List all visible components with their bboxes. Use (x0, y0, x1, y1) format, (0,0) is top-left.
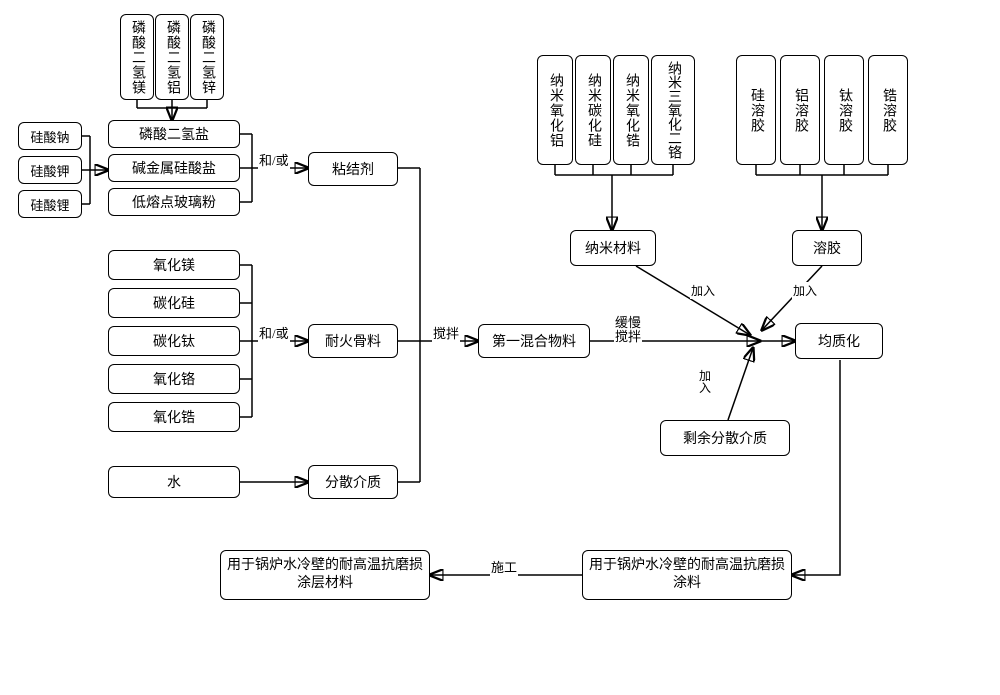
box-potassium-silicate: 硅酸钾 (18, 156, 82, 184)
label-and-or-2: 和/或 (258, 323, 290, 342)
label-add-2: 加入 (792, 282, 818, 299)
box-coating-paint: 用于锅炉水冷壁的耐高温抗磨损涂料 (582, 550, 792, 600)
box-sic: 碳化硅 (108, 288, 240, 318)
label-construct: 施工 (490, 557, 518, 576)
box-phosphate-al: 磷酸二氢铝 (155, 14, 189, 100)
box-nano-al2o3: 纳米氧化铝 (537, 55, 573, 165)
box-tic: 碳化钛 (108, 326, 240, 356)
box-coating-material: 用于锅炉水冷壁的耐高温抗磨损涂层材料 (220, 550, 430, 600)
label-slow-stir: 缓慢 搅拌 (614, 316, 642, 345)
box-low-melt-glass: 低熔点玻璃粉 (108, 188, 240, 216)
box-homogenize: 均质化 (795, 323, 883, 359)
box-water: 水 (108, 466, 240, 498)
box-dihydrogen-phosphate: 磷酸二氢盐 (108, 120, 240, 148)
box-cr2o3: 氧化铬 (108, 364, 240, 394)
label-and-or-1: 和/或 (258, 150, 290, 169)
box-binder: 粘结剂 (308, 152, 398, 186)
box-si-sol: 硅溶胶 (736, 55, 776, 165)
box-refractory: 耐火骨料 (308, 324, 398, 358)
box-lithium-silicate: 硅酸锂 (18, 190, 82, 218)
box-nano-sic: 纳米碳化硅 (575, 55, 611, 165)
label-stir: 搅拌 (432, 323, 460, 342)
box-phosphate-zn: 磷酸二氢锌 (190, 14, 224, 100)
box-sol: 溶胶 (792, 230, 862, 266)
label-add-1: 加入 (690, 282, 716, 299)
box-first-mix: 第一混合物料 (478, 324, 590, 358)
box-dispersion: 分散介质 (308, 465, 398, 499)
box-nano-zro: 纳米氧化锆 (613, 55, 649, 165)
box-zro2: 氧化锆 (108, 402, 240, 432)
box-alkali-silicate: 碱金属硅酸盐 (108, 154, 240, 182)
box-phosphate-mg: 磷酸二氢镁 (120, 14, 154, 100)
label-add-3: 加入 (698, 370, 712, 394)
box-sodium-silicate: 硅酸钠 (18, 122, 82, 150)
box-remaining-dispersion: 剩余分散介质 (660, 420, 790, 456)
box-al-sol: 铝溶胶 (780, 55, 820, 165)
box-nano-material: 纳米材料 (570, 230, 656, 266)
box-mgo: 氧化镁 (108, 250, 240, 280)
box-ti-sol: 钛溶胶 (824, 55, 864, 165)
box-nano-cr2o3: 纳米三氧化二铬 (651, 55, 695, 165)
box-zr-sol: 锆溶胶 (868, 55, 908, 165)
